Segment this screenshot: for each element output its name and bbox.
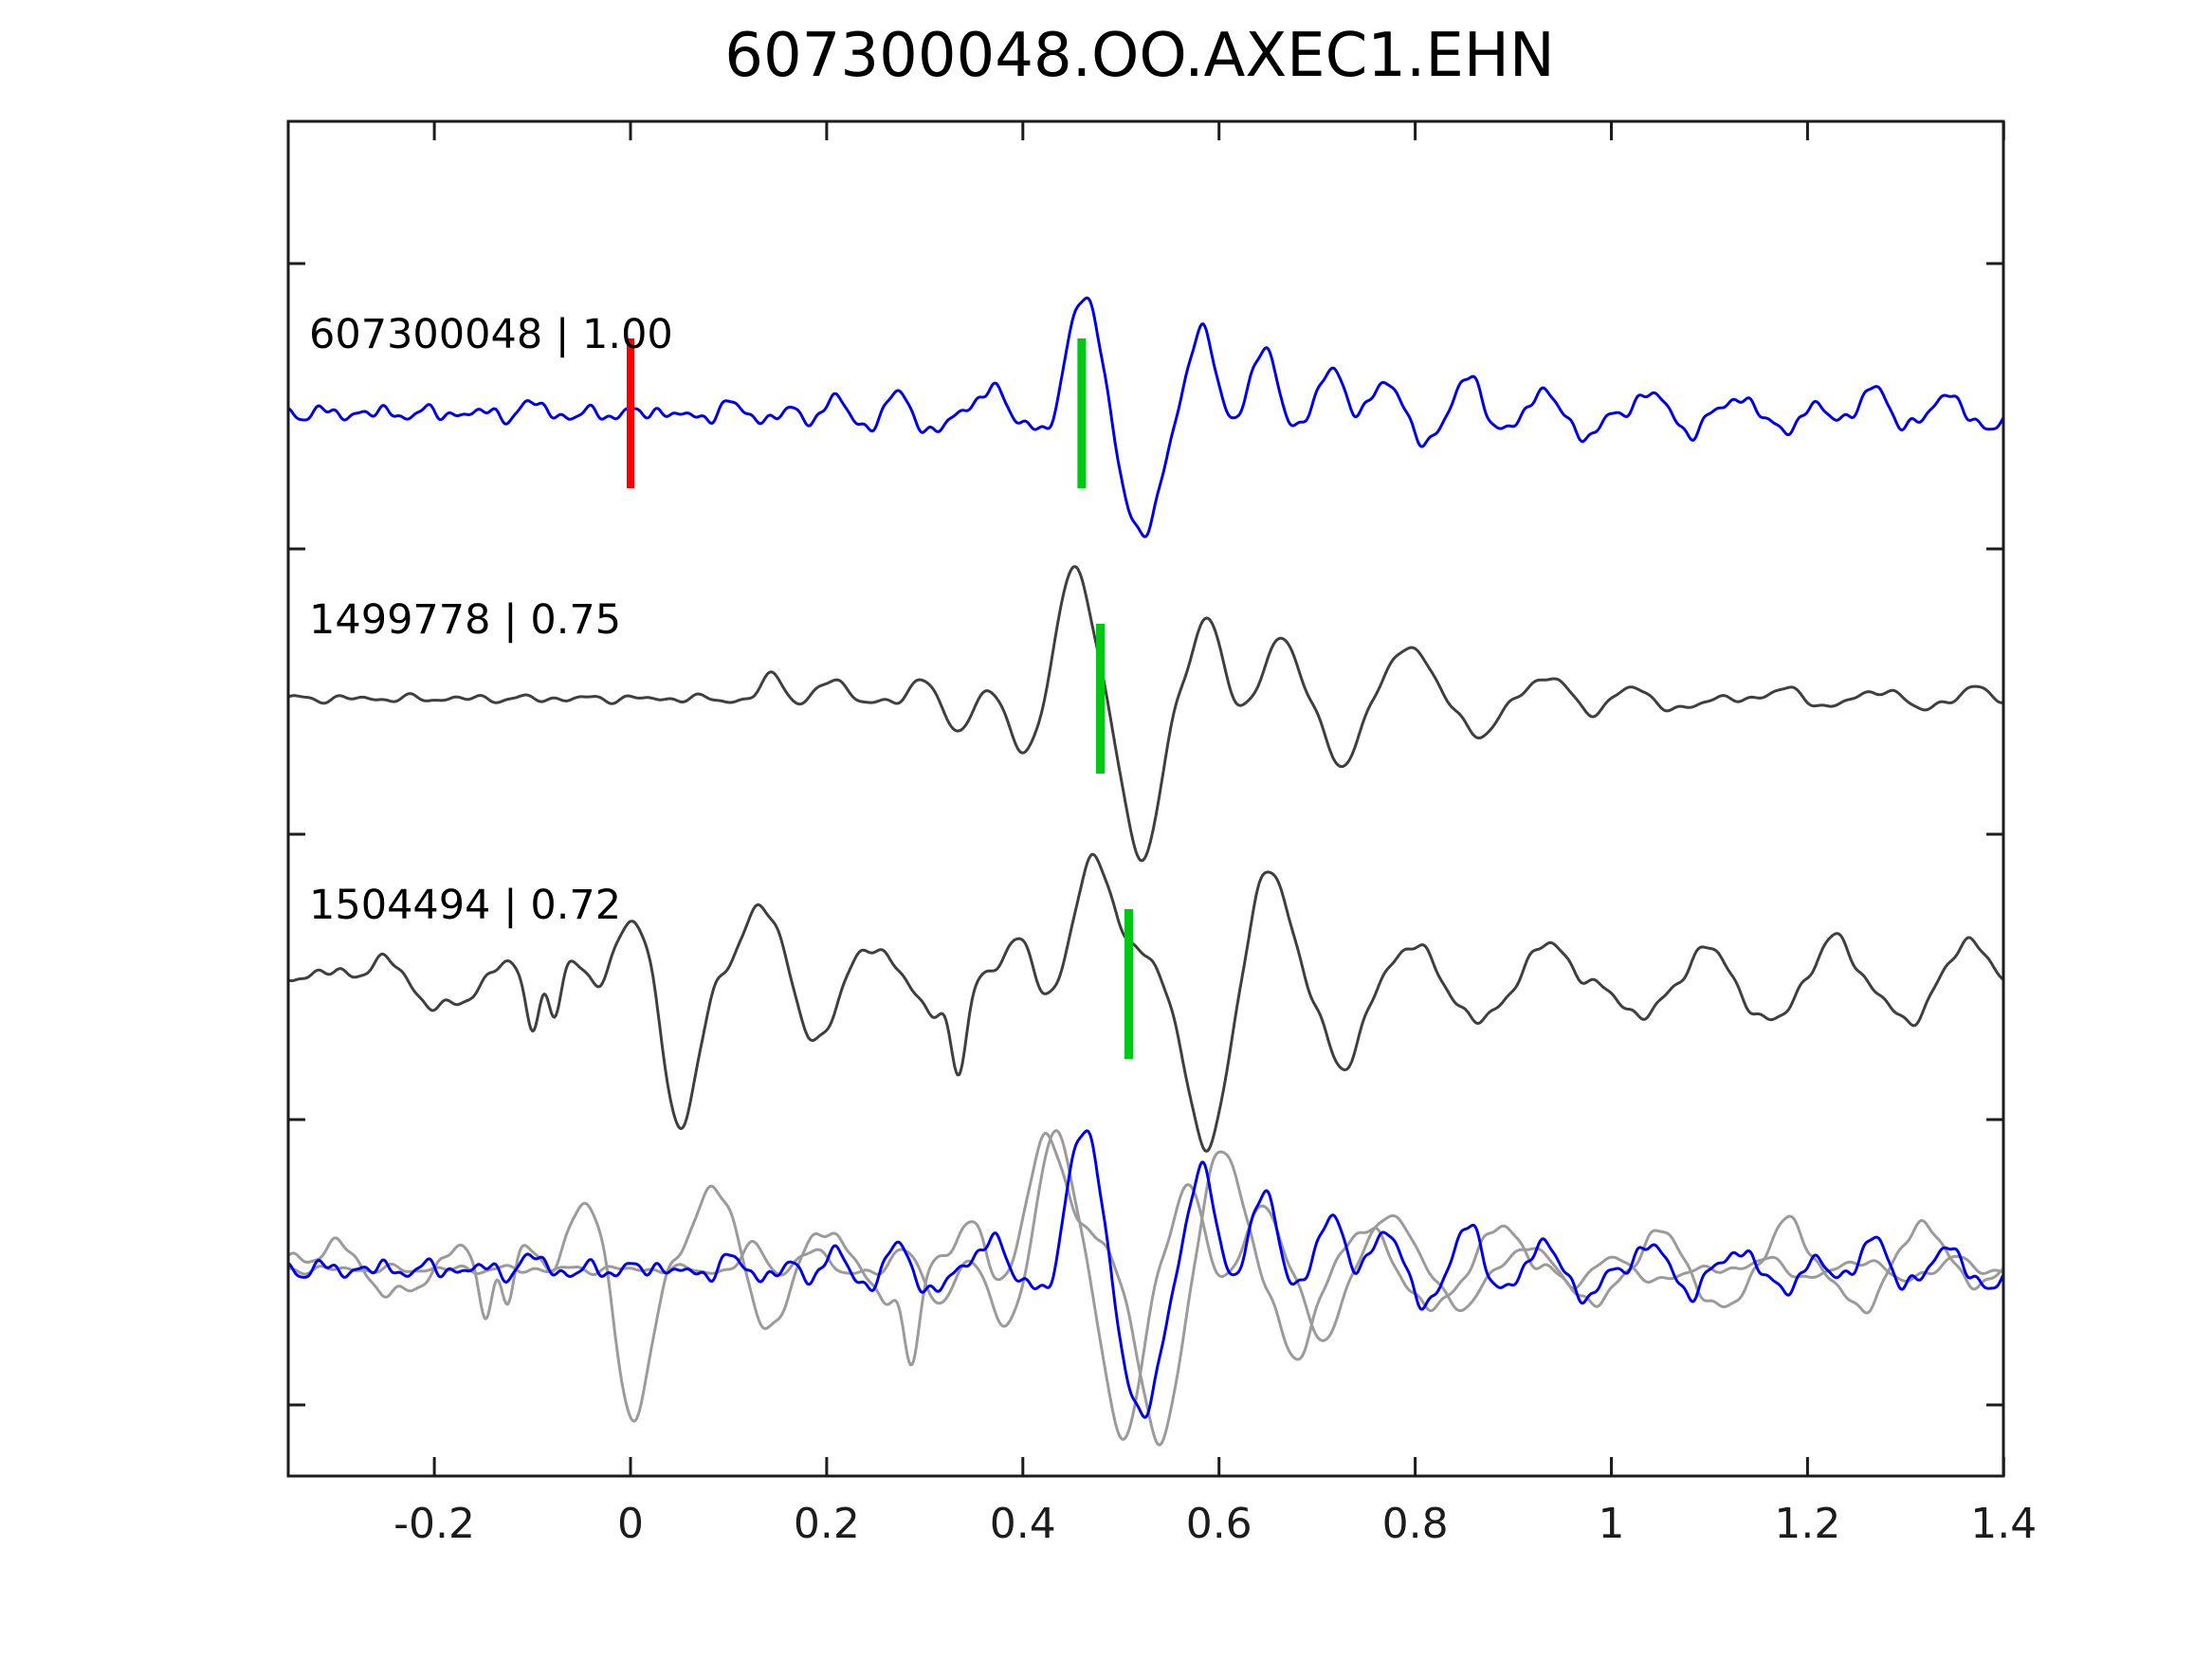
x-tick-label--0.2: -0.2 [393, 1500, 476, 1548]
trace-label-607300048: 607300048 | 1.00 [309, 311, 673, 358]
align-marker-green-row2 [1124, 909, 1134, 1059]
waveform-row0-607300048 [288, 296, 2003, 538]
plot-title: 607300048.OO.AXEC1.EHN [724, 21, 1555, 91]
x-tick-label-0.6: 0.6 [1185, 1500, 1252, 1548]
align-marker-green-row0 [1077, 338, 1087, 488]
x-tick-label-0.2: 0.2 [793, 1500, 860, 1548]
waveform-row2-1504494 [288, 852, 2003, 1153]
x-tick-label-0.8: 0.8 [1381, 1500, 1449, 1548]
waveform-row3-607300048 [288, 1129, 2003, 1419]
trace-label-1504494: 1504494 | 0.72 [309, 882, 622, 929]
axes-border [286, 119, 2005, 1478]
x-tick-label-1: 1 [1598, 1500, 1625, 1548]
align-marker-green-row1 [1096, 624, 1106, 774]
x-tick-label-1.2: 1.2 [1774, 1500, 1841, 1548]
waveform-row3-1499778 [288, 1129, 2003, 1441]
waveform-row3-1504494 [288, 1131, 2003, 1447]
x-tick-label-0: 0 [617, 1500, 644, 1548]
waveform-row1-1499778 [288, 565, 2003, 863]
x-tick-label-1.4: 1.4 [1970, 1500, 2038, 1548]
x-tick-label-0.4: 0.4 [989, 1500, 1056, 1548]
pick-marker-red-row0 [627, 338, 634, 488]
trace-label-1499778: 1499778 | 0.75 [309, 596, 622, 644]
